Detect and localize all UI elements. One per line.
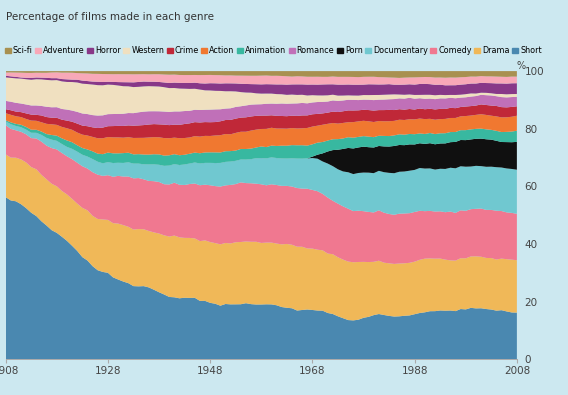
Legend: Sci-fi, Adventure, Horror, Western, Crime, Action, Animation, Romance, Porn, Doc: Sci-fi, Adventure, Horror, Western, Crim… <box>5 46 542 55</box>
Text: Percentage of films made in each genre: Percentage of films made in each genre <box>6 12 214 22</box>
Text: %: % <box>517 60 526 71</box>
